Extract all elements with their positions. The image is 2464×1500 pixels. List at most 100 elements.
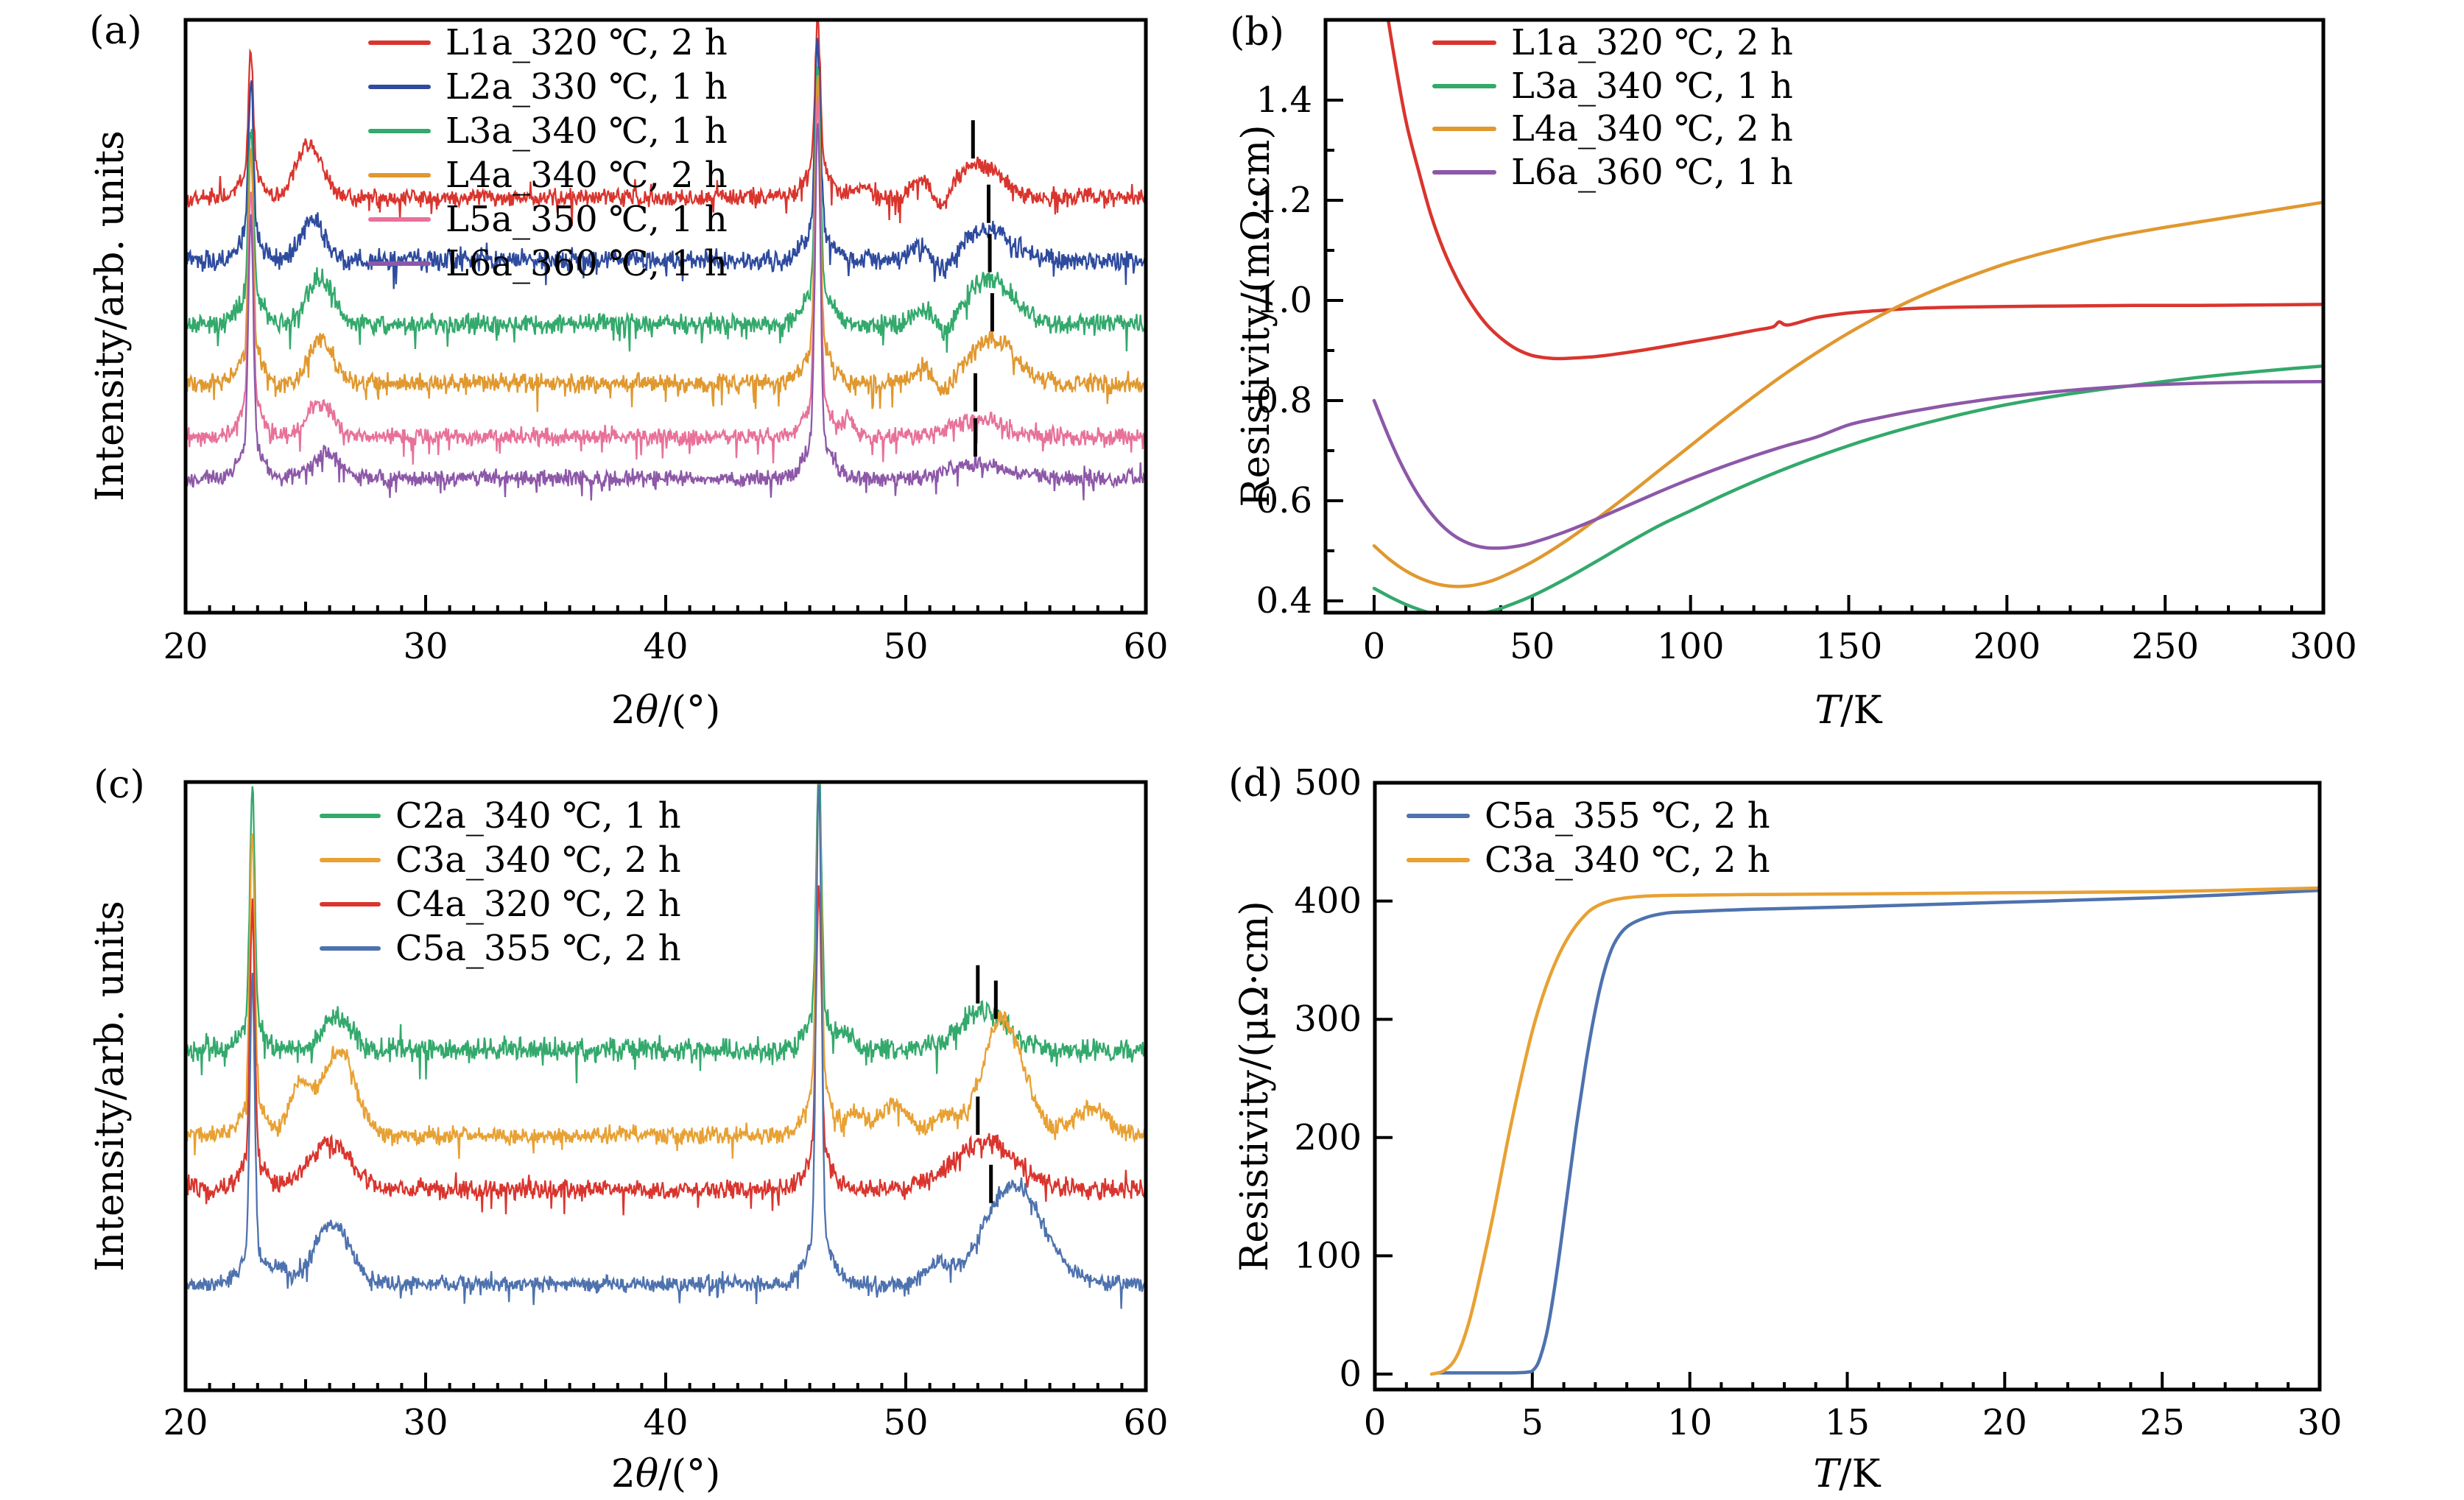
xrd-trace-L1a <box>187 21 1144 227</box>
legend-item-L1a: L1a_320 ℃, 2 h <box>1432 22 1793 63</box>
legend-line-swatch <box>320 946 381 951</box>
y-tick-label: 0.6 <box>1256 480 1312 521</box>
x-tick-label: 40 <box>643 1402 688 1443</box>
panel-b-frame <box>1323 18 2326 615</box>
xrd-trace-C2a <box>187 784 1144 1084</box>
x-tick-label: 15 <box>1825 1402 1870 1443</box>
curve-C3a <box>1429 886 2318 1376</box>
x-tick-label: 40 <box>643 626 688 667</box>
legend-line-swatch <box>1432 83 1496 88</box>
x-tick-label: 100 <box>1657 626 1725 667</box>
legend-item-L4a: L4a_340 ℃, 2 h <box>368 155 728 196</box>
panel-b-yaxis-label: Resistivity/(mΩ·cm) <box>1234 124 1278 507</box>
y-tick-label: 500 <box>1294 762 1362 803</box>
legend-item-L1a: L1a_320 ℃, 2 h <box>368 22 728 63</box>
x-tick-label: 150 <box>1815 626 1883 667</box>
panel-c-frame <box>183 780 1148 1392</box>
x-tick-label: 0 <box>1364 1402 1387 1443</box>
legend-item-L6a: L6a_360 ℃, 1 h <box>1432 152 1793 193</box>
legend-line-swatch <box>368 173 431 177</box>
legend-line-swatch <box>320 902 381 906</box>
xrd-trace-L2a <box>187 38 1144 289</box>
xrd-trace-C3a <box>187 784 1144 1159</box>
panel-d-xaxis-label: T/K <box>1813 1452 1881 1496</box>
legend-item-C3a: C3a_340 ℃, 2 h <box>1407 839 1770 881</box>
panel-b-xaxis-label: T/K <box>1814 689 1882 733</box>
panel-d-tag: (d) <box>1228 761 1283 806</box>
legend-label: C3a_340 ℃, 2 h <box>1485 839 1770 881</box>
legend-label: L1a_320 ℃, 2 h <box>446 22 728 63</box>
legend-item-L4a: L4a_340 ℃, 2 h <box>1432 108 1793 149</box>
y-tick-label: 200 <box>1294 1117 1362 1158</box>
legend-label: C5a_355 ℃, 2 h <box>395 928 681 969</box>
legend-item-L3a: L3a_340 ℃, 1 h <box>368 110 728 152</box>
legend-label: C3a_340 ℃, 2 h <box>395 839 681 881</box>
xrd-trace-C5a <box>187 784 1144 1309</box>
legend-line-swatch <box>1432 169 1496 175</box>
legend-item-C3a: C3a_340 ℃, 2 h <box>320 839 681 881</box>
x-tick-label: 25 <box>2140 1402 2185 1443</box>
legend-item-L3a: L3a_340 ℃, 1 h <box>1432 66 1793 107</box>
legend-line-swatch <box>1432 41 1496 45</box>
legend-item-L6a: L6a_360 ℃, 1 h <box>368 243 728 284</box>
legend-line-swatch <box>368 261 431 266</box>
legend-item-C5a: C5a_355 ℃, 2 h <box>320 928 681 969</box>
x-tick-label: 5 <box>1521 1402 1544 1443</box>
x-tick-label: 200 <box>1973 626 2041 667</box>
legend-line-swatch <box>368 41 431 45</box>
legend-label: L3a_340 ℃, 1 h <box>1511 65 1793 107</box>
legend-line-swatch <box>320 814 381 818</box>
curve-L4a <box>1372 200 2322 588</box>
x-tick-label: 30 <box>403 1402 448 1443</box>
curve-L1a <box>1387 21 2322 361</box>
legend-label: C4a_320 ℃, 2 h <box>395 884 681 925</box>
legend-label: C2a_340 ℃, 1 h <box>395 795 681 837</box>
legend-line-swatch <box>1407 858 1470 862</box>
legend-label: L4a_340 ℃, 2 h <box>446 155 728 196</box>
curve-C5a <box>1436 888 2318 1375</box>
x-tick-label: 50 <box>883 626 928 667</box>
x-tick-label: 250 <box>2131 626 2199 667</box>
x-tick-label: 20 <box>163 626 208 667</box>
legend-item-L2a: L2a_330 ℃, 1 h <box>368 66 728 108</box>
panel-c-tag: (c) <box>94 763 145 807</box>
legend-item-C2a: C2a_340 ℃, 1 h <box>320 795 681 837</box>
y-tick-label: 100 <box>1294 1235 1362 1276</box>
y-tick-label: 1.2 <box>1256 180 1312 221</box>
panel-c-yaxis-label: Intensity/arb. units <box>88 901 133 1272</box>
legend-label: L2a_330 ℃, 1 h <box>446 66 728 108</box>
y-tick-label: 1.0 <box>1256 280 1312 321</box>
y-tick-label: 0 <box>1339 1353 1362 1395</box>
xrd-trace-L3a <box>187 66 1144 353</box>
legend-label: L1a_320 ℃, 2 h <box>1511 22 1793 63</box>
legend-label: L6a_360 ℃, 1 h <box>1511 151 1793 193</box>
curve-L3a <box>1372 364 2322 611</box>
legend-label: L3a_340 ℃, 1 h <box>446 110 728 152</box>
x-tick-label: 30 <box>2297 1402 2342 1443</box>
panel-a-frame <box>183 18 1148 615</box>
legend-label: L5a_350 ℃, 1 h <box>446 199 728 240</box>
legend-item-C4a: C4a_320 ℃, 2 h <box>320 884 681 925</box>
xrd-trace-L5a <box>187 96 1144 465</box>
panel-a-tag: (a) <box>89 9 142 53</box>
x-tick-label: 60 <box>1123 626 1168 667</box>
xrd-trace-L4a <box>187 75 1144 412</box>
legend-item-C5a: C5a_355 ℃, 2 h <box>1407 795 1770 837</box>
xrd-trace-L6a <box>187 123 1144 501</box>
xrd-trace-C4a <box>187 885 1144 1216</box>
legend-line-swatch <box>368 129 431 133</box>
legend-line-swatch <box>320 858 381 862</box>
y-tick-label: 0.8 <box>1256 380 1312 421</box>
y-tick-label: 400 <box>1294 881 1362 922</box>
x-tick-label: 50 <box>1510 626 1555 667</box>
panel-d-frame <box>1373 781 2322 1392</box>
legend-line-swatch <box>1407 814 1470 818</box>
panel-a-xaxis-label: 2θ/(°) <box>610 689 721 733</box>
legend-line-swatch <box>368 217 431 222</box>
curve-L6a <box>1372 379 2322 550</box>
x-tick-label: 300 <box>2289 626 2357 667</box>
legend-item-L5a: L5a_350 ℃, 1 h <box>368 199 728 240</box>
x-tick-label: 10 <box>1667 1402 1712 1443</box>
legend-line-swatch <box>1432 127 1496 131</box>
